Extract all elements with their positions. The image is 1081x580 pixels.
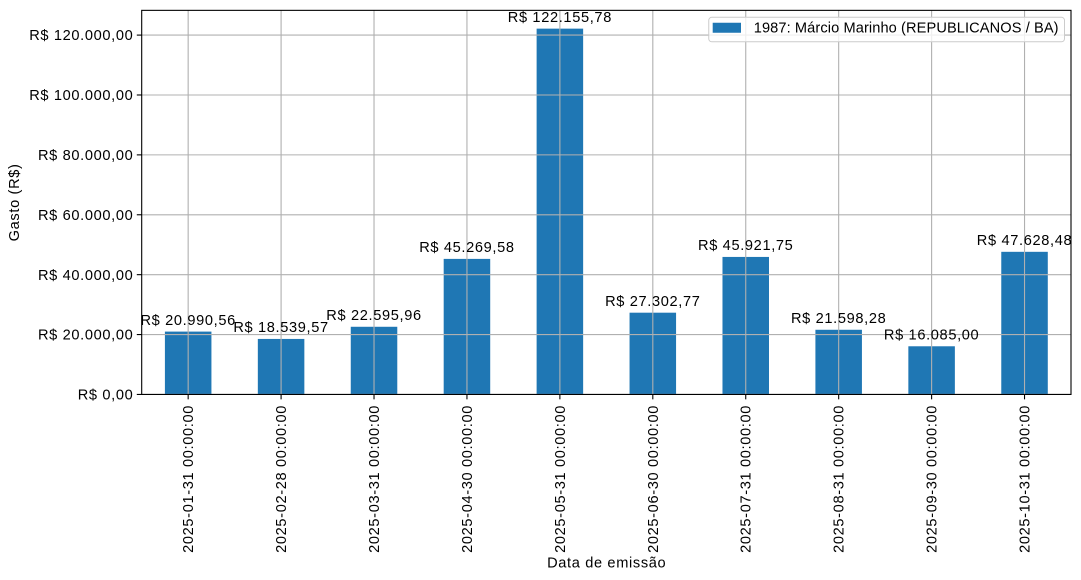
svg-text:2025-05-31 00:00:00: 2025-05-31 00:00:00 bbox=[553, 405, 569, 553]
svg-text:2025-03-31 00:00:00: 2025-03-31 00:00:00 bbox=[367, 405, 383, 553]
svg-text:R$ 18.539,57: R$ 18.539,57 bbox=[233, 320, 328, 336]
svg-text:R$ 47.628,48: R$ 47.628,48 bbox=[977, 233, 1072, 249]
svg-text:R$ 120.000,00: R$ 120.000,00 bbox=[29, 28, 133, 44]
svg-text:R$ 20.000,00: R$ 20.000,00 bbox=[38, 328, 133, 344]
svg-text:2025-04-30 00:00:00: 2025-04-30 00:00:00 bbox=[460, 405, 476, 553]
svg-text:R$ 45.921,75: R$ 45.921,75 bbox=[698, 238, 793, 254]
svg-text:2025-08-31 00:00:00: 2025-08-31 00:00:00 bbox=[832, 405, 848, 553]
svg-text:R$ 16.085,00: R$ 16.085,00 bbox=[884, 327, 979, 343]
svg-text:R$ 40.000,00: R$ 40.000,00 bbox=[38, 268, 133, 284]
svg-text:R$ 122.155,78: R$ 122.155,78 bbox=[508, 10, 612, 26]
svg-text:1987: Márcio Marinho (REPUBLIC: 1987: Márcio Marinho (REPUBLICANOS / BA) bbox=[754, 21, 1059, 37]
svg-text:2025-02-28 00:00:00: 2025-02-28 00:00:00 bbox=[274, 405, 290, 553]
svg-text:R$ 27.302,77: R$ 27.302,77 bbox=[605, 294, 700, 310]
svg-text:2025-01-31 00:00:00: 2025-01-31 00:00:00 bbox=[181, 405, 197, 553]
svg-text:R$ 60.000,00: R$ 60.000,00 bbox=[38, 208, 133, 224]
svg-text:2025-06-30 00:00:00: 2025-06-30 00:00:00 bbox=[646, 405, 662, 553]
svg-text:R$ 80.000,00: R$ 80.000,00 bbox=[38, 148, 133, 164]
svg-text:R$ 22.595,96: R$ 22.595,96 bbox=[326, 308, 421, 324]
svg-text:Data de emissão: Data de emissão bbox=[547, 556, 666, 572]
svg-text:R$ 45.269,58: R$ 45.269,58 bbox=[419, 240, 514, 256]
svg-text:R$ 0,00: R$ 0,00 bbox=[78, 388, 134, 404]
svg-text:R$ 100.000,00: R$ 100.000,00 bbox=[29, 88, 133, 104]
svg-text:R$ 20.990,56: R$ 20.990,56 bbox=[140, 313, 235, 329]
svg-text:Gasto (R$): Gasto (R$) bbox=[7, 163, 23, 241]
svg-text:2025-09-30 00:00:00: 2025-09-30 00:00:00 bbox=[925, 405, 941, 553]
svg-text:2025-07-31 00:00:00: 2025-07-31 00:00:00 bbox=[739, 405, 755, 553]
svg-text:R$ 21.598,28: R$ 21.598,28 bbox=[791, 311, 886, 327]
svg-text:2025-10-31 00:00:00: 2025-10-31 00:00:00 bbox=[1018, 405, 1034, 553]
